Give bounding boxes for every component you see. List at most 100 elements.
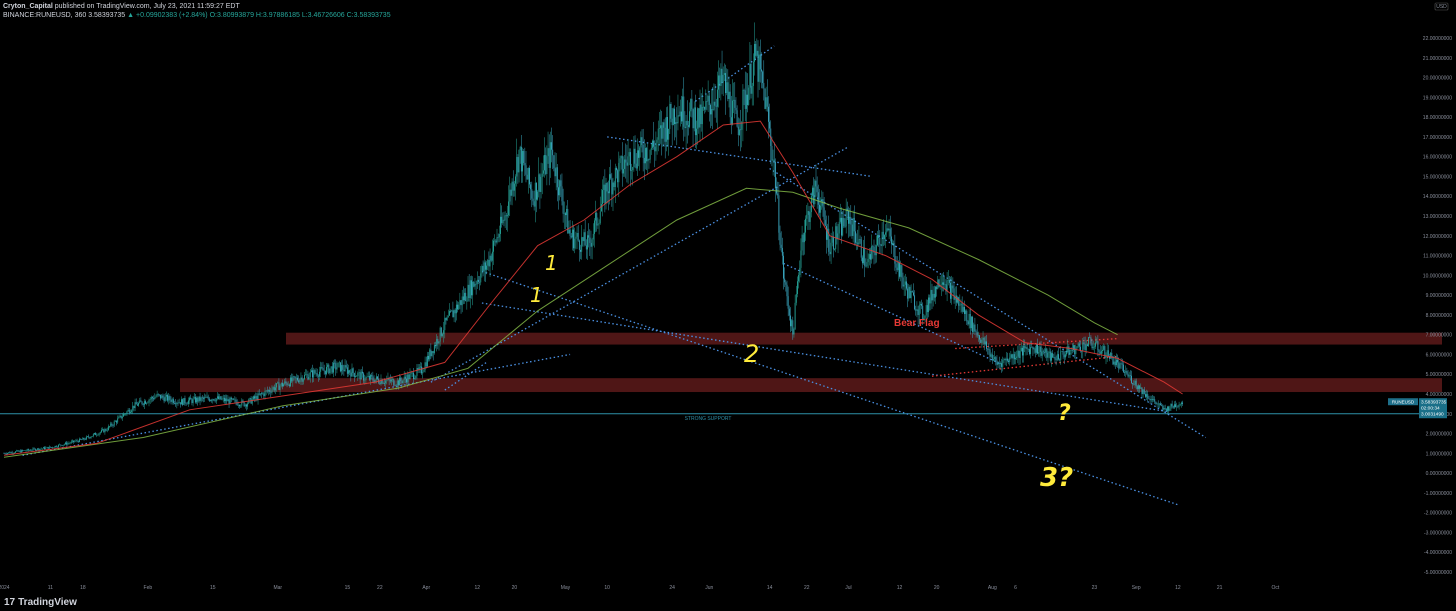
candle-body <box>940 284 942 286</box>
candle-body <box>462 296 464 301</box>
candle-body <box>194 396 196 403</box>
candle-body <box>1153 399 1155 400</box>
symbol-line: BINANCE:RUNEUSD, 360 3.58393735 ▲ +0.099… <box>3 11 391 20</box>
candle-body <box>473 281 475 287</box>
candle-body <box>1049 351 1051 361</box>
candle-body <box>765 97 767 109</box>
candle-body <box>957 297 958 303</box>
candle-body <box>598 223 600 225</box>
candle-body <box>1176 406 1178 408</box>
candle-body <box>875 245 877 256</box>
candle-body <box>532 198 534 202</box>
price-tick-label: 2.00000000 <box>1426 432 1453 438</box>
candle-body <box>48 446 50 449</box>
candle-body <box>242 400 244 402</box>
candle-body <box>1146 394 1148 397</box>
candle-body <box>901 265 903 278</box>
candle-body <box>922 305 924 320</box>
candle-body <box>773 159 775 162</box>
candle-body <box>655 142 657 152</box>
candle-body <box>1099 352 1101 354</box>
candle-body <box>670 103 672 119</box>
candle-body <box>859 239 861 240</box>
candle-body <box>1046 348 1048 358</box>
candle-body <box>197 397 199 402</box>
candle-body <box>3 453 5 454</box>
price-tag-value: 3.58393735 <box>1421 400 1447 406</box>
candle-body <box>991 354 993 361</box>
candle-body <box>861 257 863 264</box>
candle-body <box>1047 352 1049 358</box>
candle-body <box>795 293 797 303</box>
candle-body <box>498 233 500 238</box>
candle-body <box>298 380 300 383</box>
candle-body <box>26 449 28 451</box>
candle-body <box>636 150 638 169</box>
candle-body <box>997 363 999 365</box>
candle-body <box>23 450 25 452</box>
candle-body <box>538 174 540 192</box>
candle-body <box>857 242 859 245</box>
candle-body <box>723 73 725 75</box>
candle-body <box>972 316 974 332</box>
candle-body <box>428 355 430 360</box>
candle-body <box>662 122 664 139</box>
candle-body <box>757 50 759 82</box>
price-tick-label: 7.00000000 <box>1426 333 1453 339</box>
candle-body <box>32 448 34 451</box>
candle-body <box>439 327 441 342</box>
candle-body <box>323 370 325 372</box>
candle-body <box>1073 345 1074 351</box>
candle-body <box>1024 345 1026 349</box>
candle-body <box>46 447 48 448</box>
candle-body <box>694 107 696 136</box>
price-tick-label: 22.00000000 <box>1423 36 1452 42</box>
candle-body <box>1177 406 1179 408</box>
candle-body <box>518 150 520 173</box>
candle-body <box>903 284 905 287</box>
candle-body <box>191 399 193 404</box>
candle-body <box>266 390 268 392</box>
price-tick-label: 8.00000000 <box>1426 313 1453 319</box>
price-tick-label: 15.00000000 <box>1423 174 1452 180</box>
candle-body <box>906 281 907 289</box>
candle-body <box>1039 346 1041 352</box>
candle-body <box>877 235 878 246</box>
candle-body <box>450 311 452 312</box>
candle-body <box>638 150 639 158</box>
candle-body <box>308 376 310 380</box>
candle-body <box>513 183 515 191</box>
tradingview-brand[interactable]: 17 TradingView <box>4 597 77 608</box>
candle-body <box>58 444 59 447</box>
author-name[interactable]: Cryton_Capital <box>3 3 53 10</box>
candle-body <box>252 396 254 400</box>
candle-body <box>883 234 885 240</box>
candle-body <box>394 385 396 386</box>
candle-body <box>815 180 817 187</box>
candle-body <box>349 370 351 373</box>
candle-body <box>1142 389 1144 395</box>
candle-body <box>208 398 210 401</box>
candle-body <box>849 216 851 224</box>
candle-body <box>602 190 604 205</box>
candle-body <box>683 96 685 127</box>
candle-body <box>1098 350 1100 353</box>
candle-body <box>451 310 453 312</box>
candle-body <box>1158 403 1160 405</box>
candle-body <box>832 236 834 250</box>
candle-body <box>196 397 198 403</box>
candle-body <box>878 235 880 238</box>
candle-body <box>417 367 419 370</box>
candle-body <box>967 321 969 325</box>
candle-body <box>962 307 964 312</box>
candle-body <box>84 439 86 440</box>
time-tick-label: 21 <box>1217 585 1223 591</box>
candle-body <box>221 398 223 400</box>
candle-body <box>216 396 218 399</box>
resistance-zone-1 <box>286 332 1442 345</box>
candle-body <box>539 174 541 192</box>
candle-body <box>78 438 80 443</box>
symbol-label[interactable]: BINANCE:RUNEUSD, 360 <box>3 12 87 19</box>
candle-body <box>1041 351 1043 356</box>
